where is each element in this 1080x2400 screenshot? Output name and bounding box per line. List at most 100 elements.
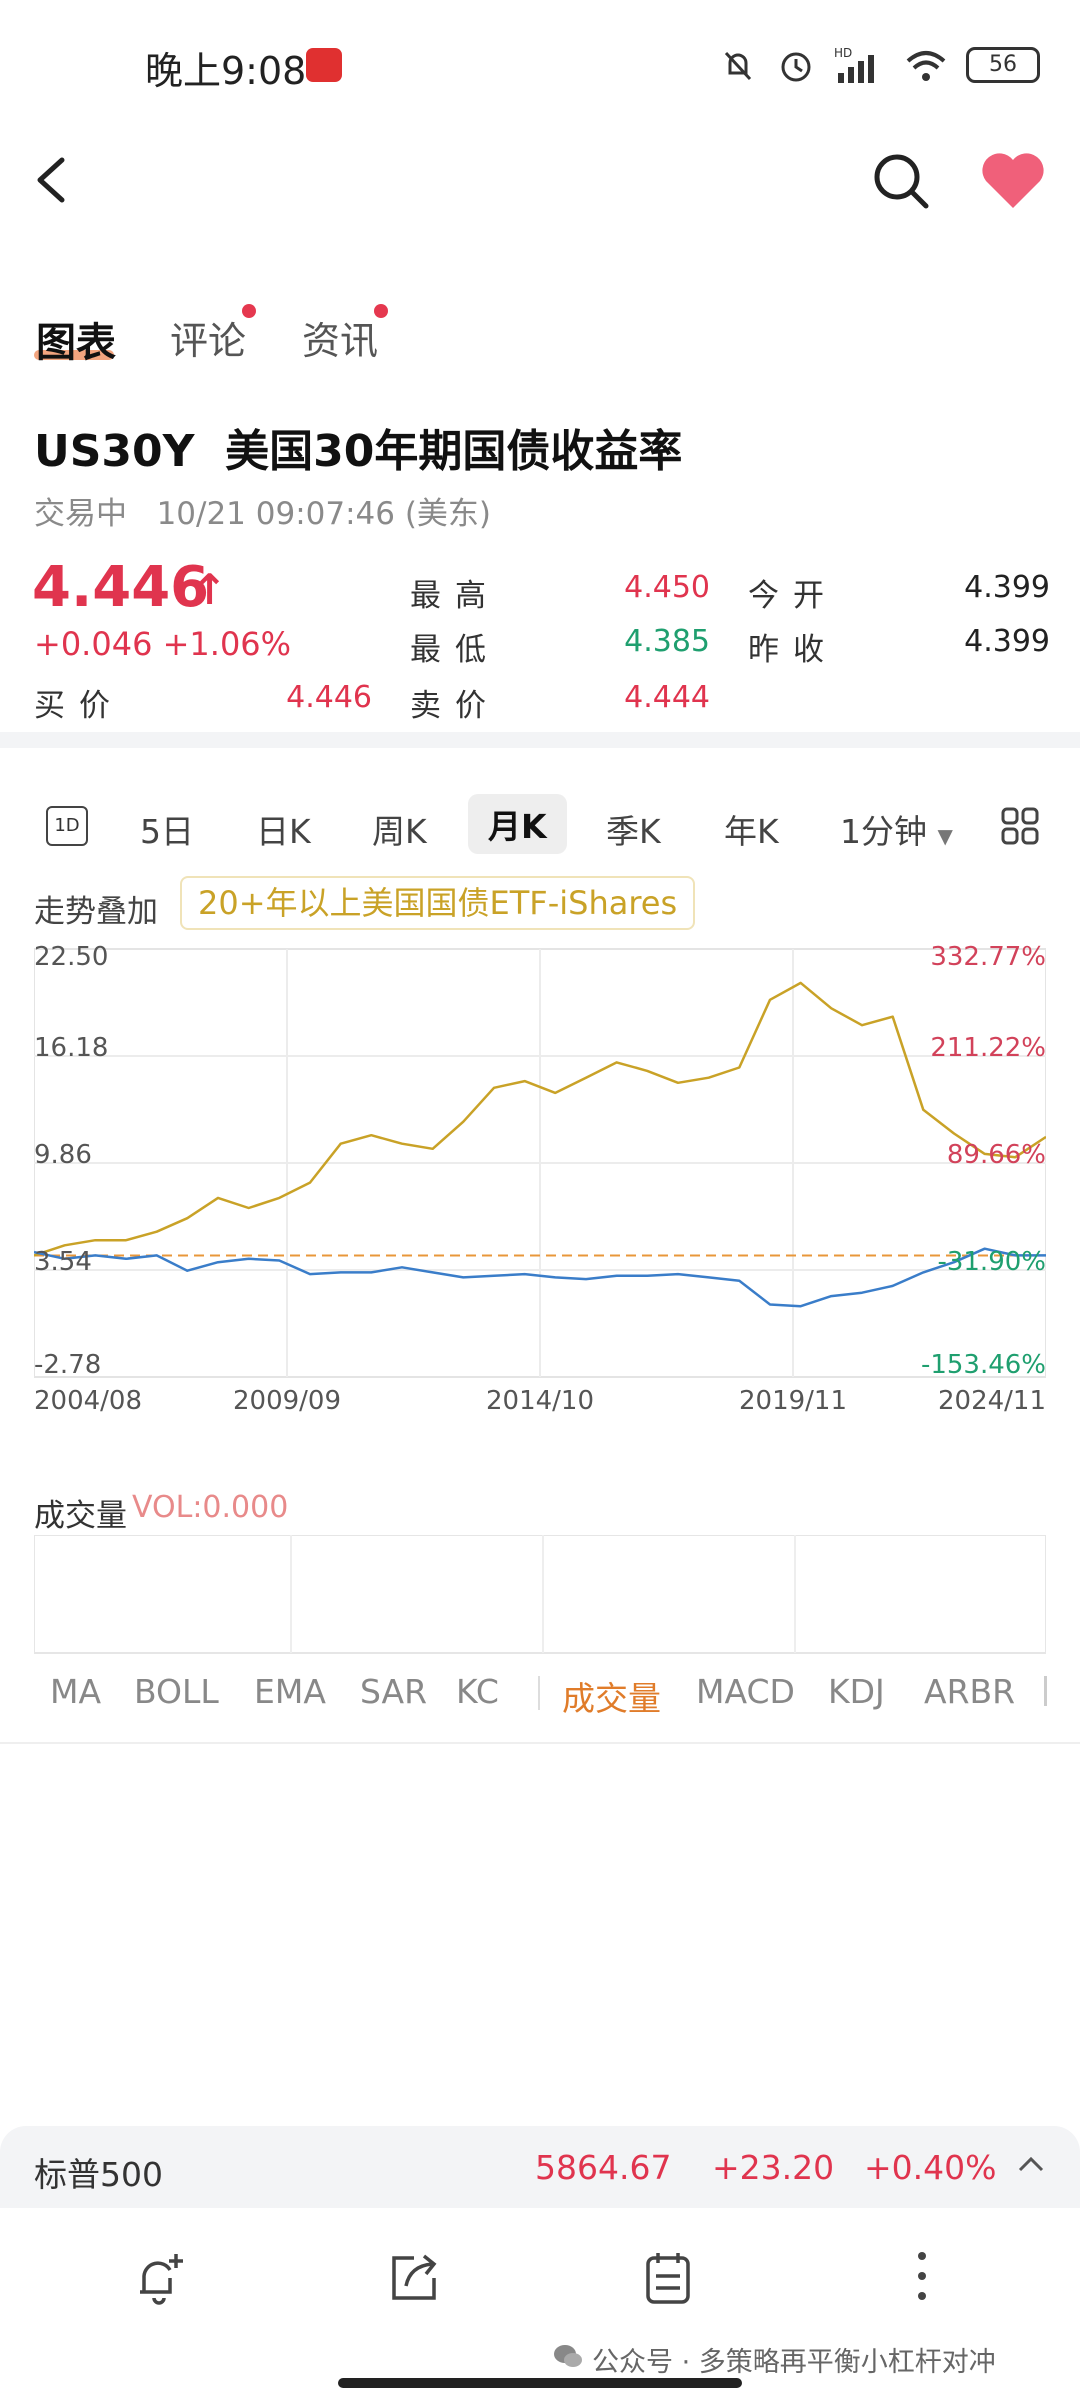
y-left-tick: 3.54 <box>34 1247 92 1277</box>
status-time: 晚上9:08 <box>145 49 307 93</box>
overlay-label: 走势叠加 <box>34 894 158 930</box>
ask-value: 4.444 <box>624 680 710 715</box>
indicator-ma[interactable]: MA <box>50 1672 102 1711</box>
low-value: 4.385 <box>624 624 710 659</box>
y-right-tick: 89.66% <box>947 1140 1046 1170</box>
status-icons: HD 56 <box>718 42 1040 88</box>
signal-icon: HD <box>834 46 874 83</box>
indicator-kdj[interactable]: KDJ <box>828 1672 885 1711</box>
section-divider <box>0 1742 1080 1744</box>
period-daily[interactable]: 日K <box>256 812 311 851</box>
volume-value: VOL:0.000 <box>132 1490 289 1525</box>
grid-layout-icon[interactable] <box>1000 806 1040 846</box>
watermark: 公众号 · 多策略再平衡小杠杆对冲 <box>592 2347 996 2378</box>
section-divider <box>0 732 1080 748</box>
indicator-scroll-hint <box>1044 1676 1047 1706</box>
series-line <box>34 1247 1046 1308</box>
index-ticker-bar[interactable] <box>0 2126 1080 2208</box>
y-right-tick: 332.77% <box>930 942 1046 972</box>
home-indicator <box>338 2378 742 2388</box>
high-label: 最高 <box>410 578 500 614</box>
app-notification-icon <box>306 48 342 82</box>
search-icon[interactable] <box>870 150 932 212</box>
heart-icon[interactable] <box>978 150 1048 212</box>
indicator-divider <box>538 1676 540 1710</box>
tab-chart[interactable]: 图表 <box>36 320 116 366</box>
ticker-price: 5864.67 <box>535 2148 672 2187</box>
ask-label: 卖价 <box>410 688 500 724</box>
symbol: US30Y <box>34 426 195 477</box>
period-quarterly[interactable]: 季K <box>606 812 661 851</box>
tab-active-underline <box>34 350 114 360</box>
y-right-tick: -153.46% <box>921 1350 1046 1380</box>
y-left-tick: 16.18 <box>34 1033 108 1063</box>
x-tick: 2004/08 <box>34 1386 142 1416</box>
open-label: 今开 <box>748 578 838 614</box>
indicator-boll[interactable]: BOLL <box>134 1672 219 1711</box>
open-value: 4.399 <box>964 570 1050 605</box>
change-value: +0.046 <box>34 625 153 663</box>
ticker-change: +23.20 <box>712 2148 835 2187</box>
indicator-ema[interactable]: EMA <box>254 1672 326 1711</box>
period-weekly[interactable]: 周K <box>372 812 427 851</box>
ticker-name: 标普500 <box>34 2155 163 2194</box>
chart-series <box>34 981 1046 1308</box>
price-chart[interactable]: 22.50 332.77% 16.18 211.22% 9.86 89.66% 3.54 -3… <box>34 935 1046 1465</box>
tab-comments-dot <box>242 304 256 318</box>
overlay-instrument-chip[interactable]: 20+年以上美国国债ETF-iShares <box>180 876 696 930</box>
indicator-kc[interactable]: KC <box>456 1672 499 1711</box>
chart-grid <box>34 948 1046 1378</box>
chart-axis-labels: 22.50 332.77% 16.18 211.22% 9.86 89.66% 3.54 -3… <box>34 942 1046 1416</box>
y-right-tick: 211.22% <box>930 1033 1046 1063</box>
tab-news[interactable]: 资讯 <box>302 319 379 363</box>
series-line <box>34 981 1046 1257</box>
y-right-tick: -31.90% <box>937 1247 1046 1277</box>
wifi-icon <box>906 51 946 81</box>
indicator-arbr[interactable]: ARBR <box>924 1672 1016 1711</box>
back-arrow-icon[interactable] <box>30 150 80 210</box>
up-arrow-icon: ↑ <box>192 565 228 614</box>
trade-status: 交易中 10/21 09:07:46 (美东) <box>34 488 491 533</box>
notes-icon[interactable] <box>638 2248 698 2308</box>
prev-close-label: 昨收 <box>748 632 838 668</box>
period-yearly[interactable]: 年K <box>724 812 779 851</box>
chevron-up-icon[interactable] <box>1016 2150 1046 2180</box>
last-price: 4.446 <box>32 555 210 620</box>
svg-text:HD: HD <box>834 46 852 60</box>
y-left-tick: 9.86 <box>34 1140 92 1170</box>
period-5d[interactable]: 5日 <box>140 812 194 851</box>
tab-news-dot <box>374 304 388 318</box>
ticker-percent: +0.40% <box>864 2148 997 2187</box>
period-monthly[interactable]: 月K <box>468 794 567 854</box>
page-title: US30Y 美国30年期国债收益率 <box>34 415 682 479</box>
volume-chart <box>34 1535 1046 1654</box>
y-left-tick: -2.78 <box>34 1350 101 1380</box>
indicator-macd[interactable]: MACD <box>696 1672 795 1711</box>
change-percent: +1.06% <box>162 625 292 663</box>
quote-time: 10/21 09:07:46 (美东) <box>156 496 492 532</box>
wechat-icon <box>554 2345 582 2367</box>
x-tick: 2009/09 <box>233 1386 341 1416</box>
price-change: +0.046 +1.06% <box>34 625 291 663</box>
battery-icon: 56 <box>966 47 1040 83</box>
volume-label: 成交量 <box>34 1498 127 1534</box>
more-icon[interactable] <box>892 2248 952 2308</box>
x-tick: 2019/11 <box>739 1386 847 1416</box>
tab-comments[interactable]: 评论 <box>170 319 247 363</box>
high-value: 4.450 <box>624 570 710 605</box>
alarm-icon <box>781 52 811 82</box>
bid-label: 买价 <box>34 688 124 724</box>
low-label: 最低 <box>410 632 500 668</box>
dropdown-caret-icon: ▼ <box>937 824 953 848</box>
share-icon[interactable] <box>384 2248 444 2308</box>
mute-bell-icon <box>724 51 752 81</box>
prev-close-value: 4.399 <box>964 624 1050 659</box>
bid-value: 4.446 <box>286 680 372 715</box>
intraday-1d-icon[interactable]: 1D <box>46 806 88 846</box>
indicator-volume[interactable]: 成交量 <box>562 1679 661 1718</box>
indicator-sar[interactable]: SAR <box>360 1672 428 1711</box>
period-1min-dropdown[interactable]: 1分钟 ▼ <box>840 805 953 853</box>
bell-add-icon[interactable] <box>130 2248 190 2308</box>
bottom-toolbar <box>0 2208 1080 2400</box>
y-left-tick: 22.50 <box>34 942 108 972</box>
